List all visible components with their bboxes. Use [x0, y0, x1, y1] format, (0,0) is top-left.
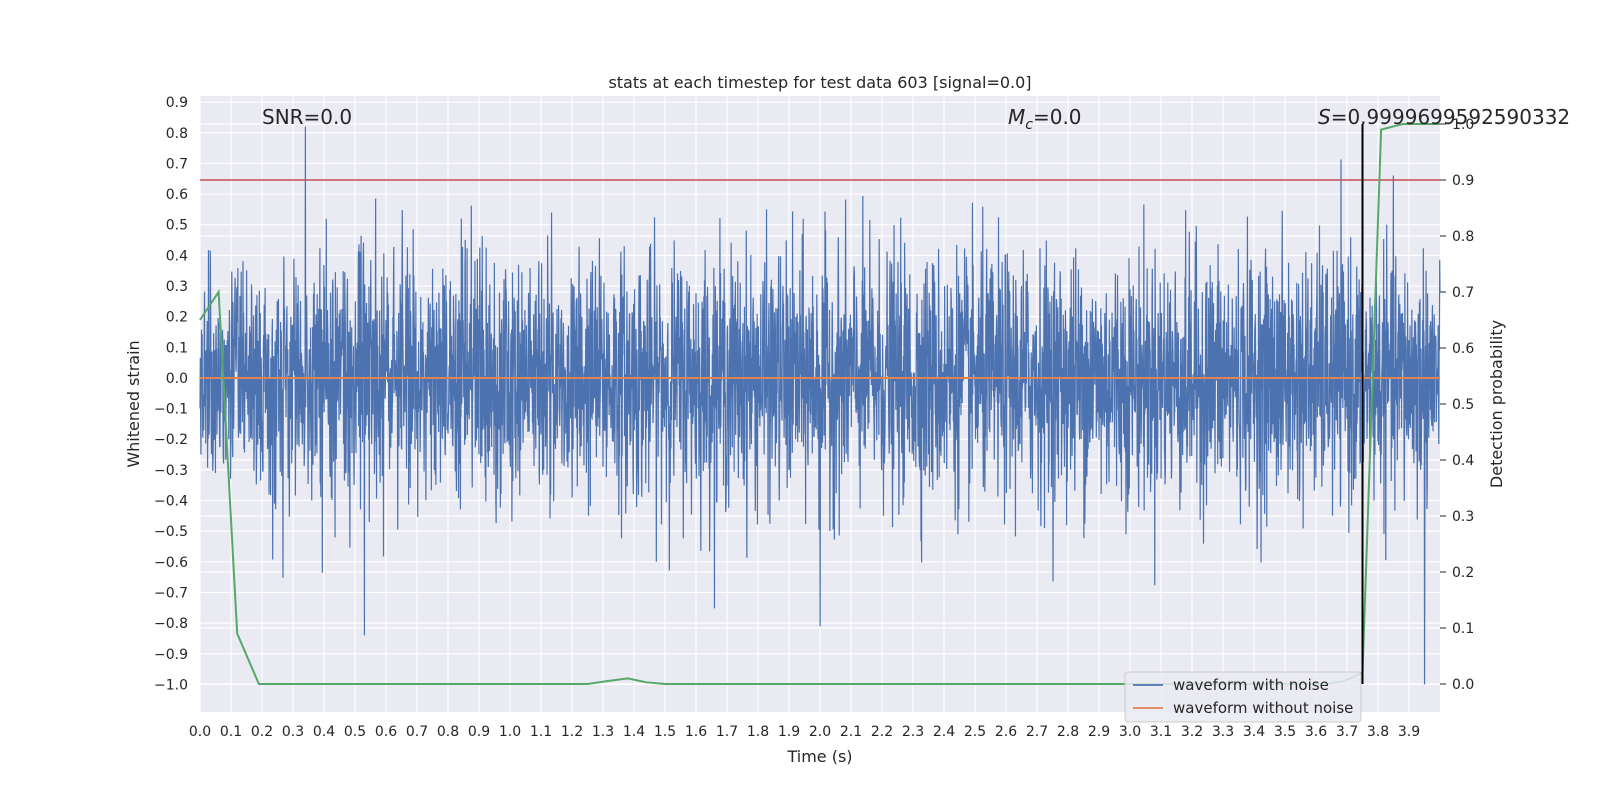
y-tick-label: 0.7	[166, 156, 188, 172]
x-tick-label: 3.8	[1367, 724, 1389, 740]
y-tick-label: 0.6	[166, 187, 188, 203]
y2-tick-label: 0.0	[1452, 677, 1474, 693]
x-axis-label: Time (s)	[786, 747, 852, 766]
x-tick-label: 3.4	[1243, 724, 1265, 740]
y-tick-label: −0.5	[154, 524, 188, 540]
y-tick-label: −0.1	[154, 402, 188, 418]
x-tick-label: 0.0	[189, 724, 211, 740]
x-tick-label: 3.6	[1305, 724, 1327, 740]
x-tick-label: 3.1	[1150, 724, 1172, 740]
x-tick-label: 2.2	[871, 724, 893, 740]
series-noise-group	[199, 126, 1441, 685]
x-tick-label: 2.8	[1057, 724, 1079, 740]
x-tick-label: 2.0	[809, 724, 831, 740]
mc-value: =0.0	[1033, 105, 1082, 129]
mc-annotation: Mc=0.0	[1008, 105, 1082, 133]
x-tick-label: 1.9	[778, 724, 800, 740]
x-tick-label: 3.3	[1212, 724, 1234, 740]
y2-tick-label: 0.8	[1452, 229, 1474, 245]
y-axis-label: Whitened strain	[124, 340, 143, 467]
s-symbol: S	[1318, 105, 1331, 129]
y-tick-labels: 0.9 0.8 0.7 0.6 0.5 0.4 0.3 0.2 0.1 0.0 −0.1 −0.2 −0…	[154, 95, 188, 693]
y2-axis-label: Detection probability	[1487, 320, 1506, 488]
y2-tick-label: 0.6	[1452, 341, 1474, 357]
y-tick-label: −1.0	[154, 677, 188, 693]
x-tick-label: 1.0	[499, 724, 521, 740]
y-tick-label: −0.8	[154, 616, 188, 632]
x-tick-label: 0.6	[375, 724, 397, 740]
y2-tick-label: 0.7	[1452, 285, 1474, 301]
x-tick-label: 1.2	[561, 724, 583, 740]
x-tick-label: 0.7	[406, 724, 428, 740]
y-tick-label: −0.6	[154, 555, 188, 571]
y-tick-label: −0.7	[154, 585, 188, 601]
legend-label-noise: waveform with noise	[1173, 676, 1329, 694]
x-tick-label: 2.5	[964, 724, 986, 740]
x-tick-label: 0.4	[313, 724, 335, 740]
x-tick-label: 1.3	[592, 724, 614, 740]
x-tick-label: 1.4	[623, 724, 645, 740]
legend: waveform with noise waveform without noi…	[1124, 671, 1362, 723]
x-tick-label: 1.6	[685, 724, 707, 740]
x-tick-label: 2.7	[1026, 724, 1048, 740]
x-tick-label: 3.2	[1181, 724, 1203, 740]
y-tick-label: −0.2	[154, 432, 188, 448]
legend-box	[1124, 671, 1362, 723]
x-tick-label: 0.8	[437, 724, 459, 740]
x-tick-label: 1.1	[530, 724, 552, 740]
x-tick-label: 0.9	[468, 724, 490, 740]
snr-annotation: SNR=0.0	[262, 105, 352, 129]
y-tick-label: 0.3	[166, 279, 188, 295]
x-tick-label: 3.9	[1398, 724, 1420, 740]
legend-label-clean: waveform without noise	[1173, 699, 1353, 717]
y-tick-label: 0.2	[166, 310, 188, 326]
x-tick-label: 2.3	[902, 724, 924, 740]
y2-tick-label: 0.2	[1452, 565, 1474, 581]
y-tick-label: 0.1	[166, 340, 188, 356]
y2-tick-label: 0.3	[1452, 509, 1474, 525]
x-tick-labels: 0.0 0.1 0.2 0.3 0.4 0.5 0.6 0.7 0.8 0.9 1.0 1.1 1.2 1…	[189, 724, 1420, 740]
y-tick-label: 0.4	[166, 248, 188, 264]
mc-symbol: M	[1008, 105, 1025, 129]
y-tick-label: 0.9	[166, 95, 188, 111]
x-tick-label: 1.5	[654, 724, 676, 740]
x-tick-label: 2.1	[840, 724, 862, 740]
y-tick-label: 0.8	[166, 126, 188, 142]
x-tick-label: 1.8	[747, 724, 769, 740]
y-tick-label: −0.9	[154, 647, 188, 663]
x-tick-label: 0.1	[220, 724, 242, 740]
x-tick-label: 2.9	[1088, 724, 1110, 740]
y-tick-label: −0.3	[154, 463, 188, 479]
y-tick-label: 0.0	[166, 371, 188, 387]
y2-tick-label: 1.0	[1452, 117, 1474, 133]
mc-subscript: c	[1025, 117, 1033, 133]
x-tick-label: 2.4	[933, 724, 955, 740]
s-annotation: S=0.9999699592590332	[1318, 105, 1570, 129]
y2-tick-label: 0.9	[1452, 173, 1474, 189]
x-tick-label: 3.7	[1336, 724, 1358, 740]
x-tick-label: 0.5	[344, 724, 366, 740]
x-tick-label: 2.6	[995, 724, 1017, 740]
x-tick-label: 1.7	[716, 724, 738, 740]
y2-tick-labels: 0.0 0.1 0.2 0.3 0.4 0.5 0.6 0.7 0.8 0.9 1.0	[1440, 117, 1474, 693]
series-waveform-with-noise	[199, 126, 1441, 685]
y-tick-label: −0.4	[154, 494, 188, 510]
x-tick-label: 3.5	[1274, 724, 1296, 740]
x-tick-label: 0.3	[282, 724, 304, 740]
s-value: =0.9999699592590332	[1331, 105, 1570, 129]
y-tick-label: 0.5	[166, 218, 188, 234]
y2-tick-label: 0.4	[1452, 453, 1474, 469]
y2-tick-label: 0.1	[1452, 621, 1474, 637]
y2-tick-label: 0.5	[1452, 397, 1474, 413]
x-tick-label: 0.2	[251, 724, 273, 740]
x-tick-label: 3.0	[1119, 724, 1141, 740]
chart-title: stats at each timestep for test data 603…	[608, 73, 1031, 92]
